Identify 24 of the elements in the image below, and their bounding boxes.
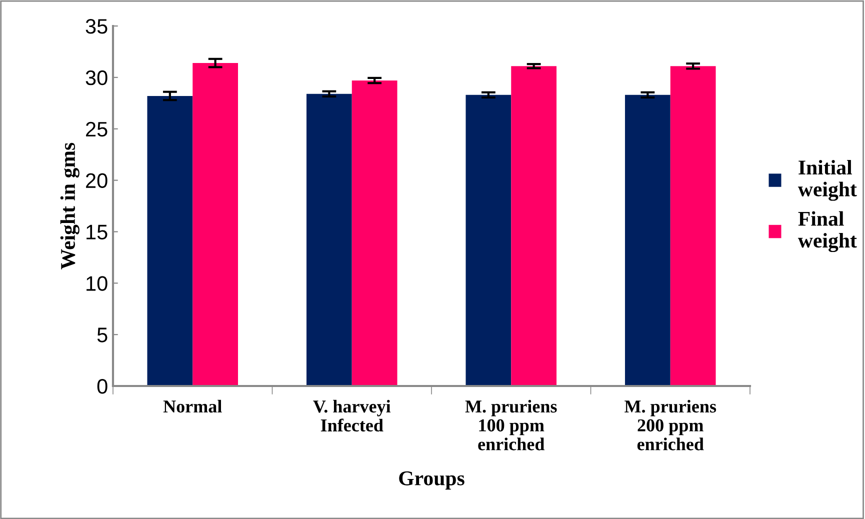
legend-label: Final weight	[798, 211, 857, 252]
y-tick-label: 0	[97, 379, 108, 394]
bar	[192, 63, 238, 386]
bar	[466, 94, 512, 386]
y-tick-label: 25	[86, 122, 108, 137]
y-tick-label: 5	[97, 328, 108, 342]
bar	[147, 96, 193, 386]
bar	[306, 94, 352, 386]
y-tick-label: 20	[86, 173, 108, 188]
x-tick-label: M. pruriens 200 ppm enriched	[624, 400, 716, 450]
y-tick-label: 10	[86, 276, 108, 291]
y-tick-label: 15	[86, 224, 108, 240]
x-tick-label: V. harveyi Infected	[313, 400, 391, 432]
legend-label: Initial weight	[798, 160, 857, 201]
bar	[624, 94, 670, 386]
y-axis-title: Weight in gms	[60, 142, 80, 270]
bar	[511, 66, 557, 386]
bar	[352, 80, 398, 386]
x-axis-title: Groups	[399, 471, 464, 490]
bar	[670, 66, 716, 386]
y-tick-label: 35	[86, 19, 108, 34]
y-tick-label: 30	[86, 70, 108, 86]
x-tick-label: M. pruriens 100 ppm enriched	[465, 400, 557, 450]
x-tick-label: Normal	[163, 400, 222, 413]
